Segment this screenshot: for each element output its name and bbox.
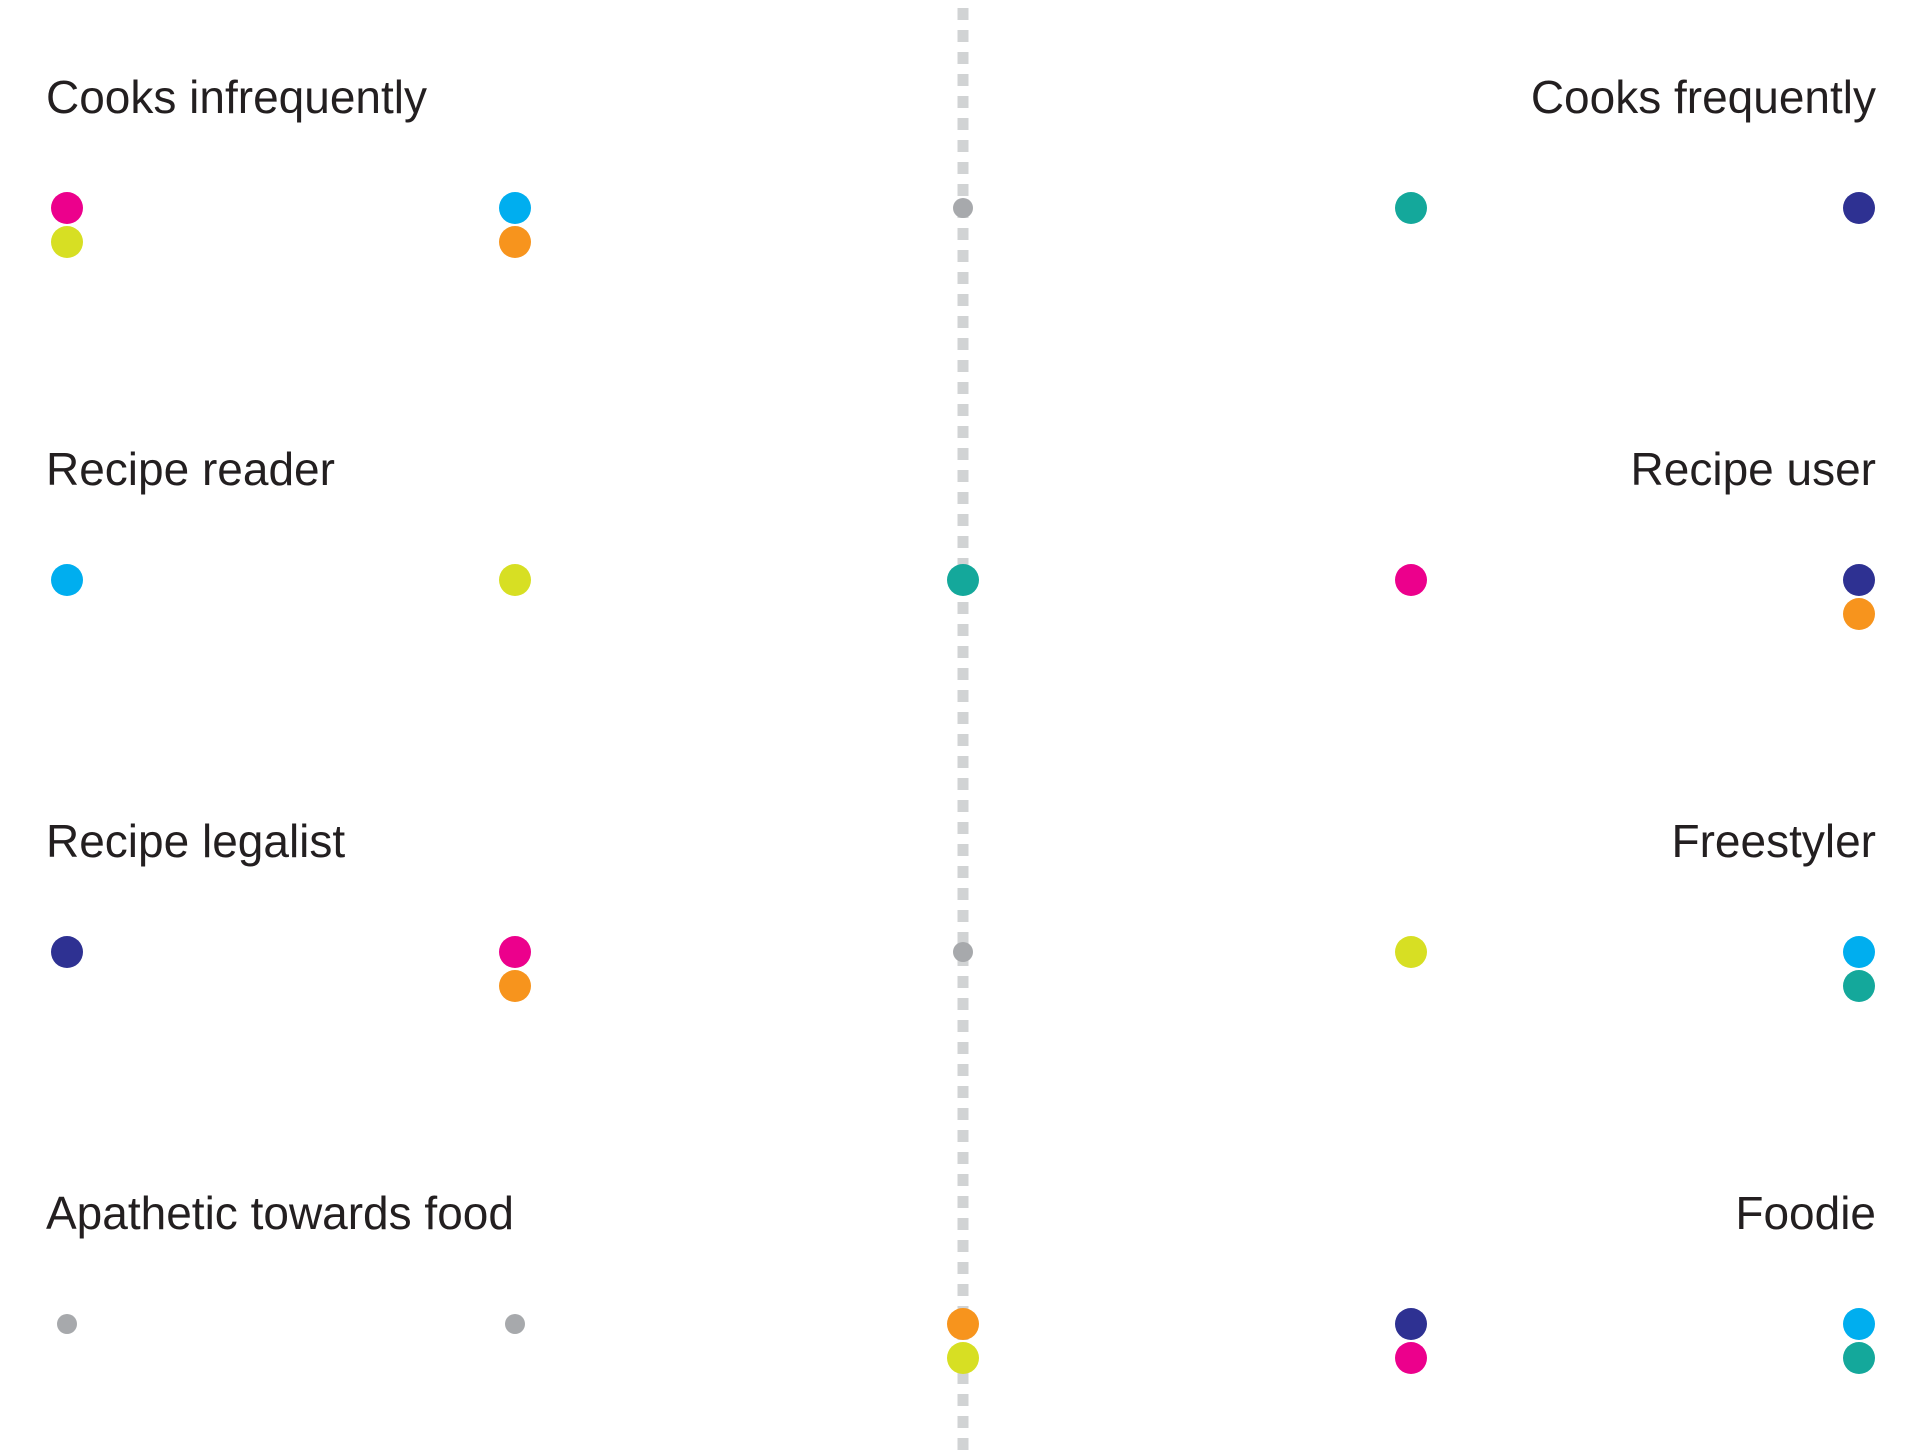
cyan-dot — [1843, 1308, 1875, 1340]
orange-dot — [499, 226, 531, 258]
magenta-dot — [1395, 1342, 1427, 1374]
cyan-dot — [499, 192, 531, 224]
gray-dot — [953, 942, 973, 962]
orange-dot — [947, 1308, 979, 1340]
magenta-dot — [499, 936, 531, 968]
yellow-dot — [499, 564, 531, 596]
left-label: Cooks infrequently — [46, 71, 427, 123]
cyan-dot — [1843, 936, 1875, 968]
row-labels: Cooks infrequently Cooks frequently Recipe… — [46, 71, 1876, 1239]
orange-dot — [1843, 598, 1875, 630]
orange-dot — [499, 970, 531, 1002]
gray-dot — [57, 1314, 77, 1334]
yellow-dot — [1395, 936, 1427, 968]
yellow-dot — [51, 226, 83, 258]
gray-dot — [505, 1314, 525, 1334]
right-label: Foodie — [1735, 1187, 1876, 1239]
teal-dot — [1843, 970, 1875, 1002]
yellow-dot — [947, 1342, 979, 1374]
right-label: Freestyler — [1672, 815, 1876, 867]
left-label: Recipe reader — [46, 443, 335, 495]
navy-dot — [51, 936, 83, 968]
dot-markers — [51, 192, 1875, 1374]
teal-dot — [1395, 192, 1427, 224]
navy-dot — [1843, 564, 1875, 596]
gray-dot — [953, 198, 973, 218]
cyan-dot — [51, 564, 83, 596]
left-label: Recipe legalist — [46, 815, 345, 867]
magenta-dot — [51, 192, 83, 224]
navy-dot — [1843, 192, 1875, 224]
teal-dot — [947, 564, 979, 596]
magenta-dot — [1395, 564, 1427, 596]
right-label: Cooks frequently — [1531, 71, 1876, 123]
teal-dot — [1843, 1342, 1875, 1374]
left-label: Apathetic towards food — [46, 1187, 514, 1239]
right-label: Recipe user — [1631, 443, 1876, 495]
navy-dot — [1395, 1308, 1427, 1340]
